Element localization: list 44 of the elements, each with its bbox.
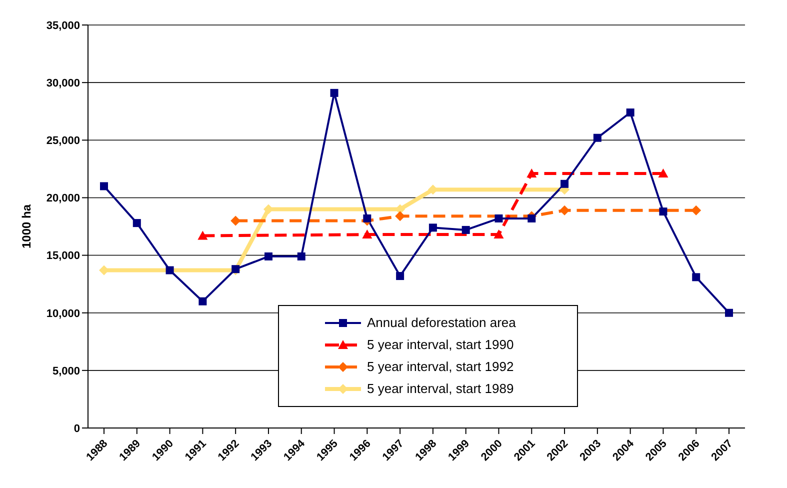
point (658, 168, 668, 178)
y-tick-label: 5,000 (52, 365, 80, 378)
point (626, 108, 634, 117)
point (363, 214, 372, 222)
point (263, 204, 274, 214)
point (494, 230, 504, 239)
point (99, 265, 109, 276)
point (198, 297, 207, 306)
point (330, 88, 338, 97)
point (725, 308, 733, 317)
point (462, 226, 470, 234)
legend-label: 5 year interval, start 1989 (367, 380, 514, 398)
point (528, 214, 536, 222)
point (264, 252, 272, 260)
point (297, 252, 306, 260)
point (691, 205, 702, 216)
point (198, 230, 208, 240)
point (428, 184, 438, 195)
point (494, 214, 503, 222)
point (396, 272, 404, 280)
y-tick-label: 20,000 (46, 192, 80, 205)
point (395, 211, 406, 222)
y-axis-title: 1000 ha (19, 204, 34, 249)
y-tick-label: 30,000 (46, 77, 80, 90)
y-tick-label: 25,000 (46, 135, 80, 148)
legend-label: 5 year interval, start 1992 (367, 358, 514, 376)
y-tick-label: 10,000 (46, 308, 80, 320)
point (166, 266, 174, 274)
y-tick-label: 15,000 (46, 250, 80, 262)
point (560, 180, 569, 188)
point (659, 208, 668, 216)
legend-label: 5 year interval, start 1990 (367, 336, 514, 354)
y-tick-label: 0 (74, 422, 80, 435)
point (428, 224, 437, 232)
point (230, 216, 241, 226)
point (692, 273, 700, 282)
point (560, 205, 570, 216)
legend-label: Annual deforestation area (367, 314, 516, 332)
point (100, 182, 108, 190)
point (362, 230, 372, 239)
point (526, 168, 537, 178)
y-tick-label: 35,000 (46, 20, 80, 32)
point (132, 219, 141, 228)
point (593, 134, 602, 142)
